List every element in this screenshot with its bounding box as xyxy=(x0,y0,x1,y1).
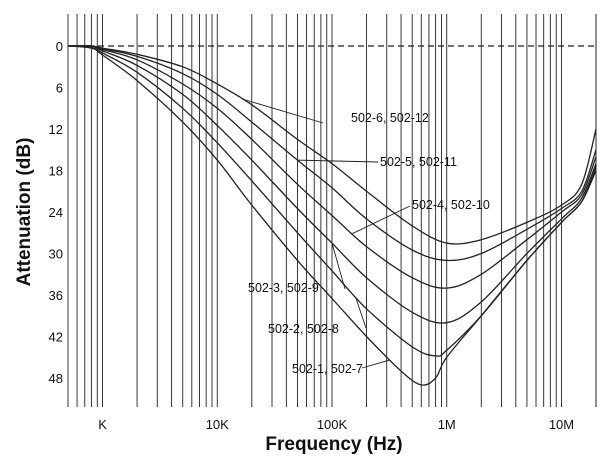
series-label: 502-3, 502-9 xyxy=(248,281,319,295)
x-axis-ticks: K 10K 100K 1M 10M xyxy=(98,417,574,432)
y-tick-label: 0 xyxy=(56,39,63,54)
series-line xyxy=(67,45,597,245)
callout-leader xyxy=(352,205,411,235)
callout-leader xyxy=(331,243,346,290)
x-tick-label: K xyxy=(98,417,107,432)
y-tick-label: 6 xyxy=(56,81,63,96)
series-label: 502-2, 502-8 xyxy=(268,322,339,336)
series-line xyxy=(67,45,597,386)
x-tick-label: 100K xyxy=(317,417,348,432)
series-line xyxy=(67,45,597,262)
curve-callouts: 502-6, 502-12 502-5, 502-11 502-4, 502-10 5… xyxy=(242,98,490,376)
y-axis-ticks: 0 6 12 18 24 30 36 42 48 xyxy=(49,39,63,386)
series-line xyxy=(67,44,597,324)
x-tick-label: 10M xyxy=(549,417,574,432)
callout-leader xyxy=(242,98,324,124)
callout-leader xyxy=(361,359,391,369)
callout-leader xyxy=(297,159,379,163)
y-tick-label: 18 xyxy=(49,164,63,179)
vertical-gridlines xyxy=(67,14,597,407)
series-label: 502-6, 502-12 xyxy=(351,111,429,125)
y-tick-label: 42 xyxy=(49,330,63,345)
series-label: 502-4, 502-10 xyxy=(412,198,490,212)
x-tick-label: 10K xyxy=(206,417,229,432)
attenuation-curves xyxy=(67,44,597,386)
x-axis-title: Frequency (Hz) xyxy=(265,434,402,455)
x-tick-label: 1M xyxy=(438,417,456,432)
series-label: 502-5, 502-11 xyxy=(380,155,457,169)
series-line xyxy=(67,45,597,289)
y-tick-label: 30 xyxy=(49,247,63,262)
y-tick-label: 24 xyxy=(49,205,63,220)
y-tick-label: 48 xyxy=(49,371,63,386)
callout-leader xyxy=(354,296,367,329)
y-tick-label: 12 xyxy=(49,122,63,137)
series-label: 502-1, 502-7 xyxy=(292,362,363,376)
y-tick-label: 36 xyxy=(49,288,63,303)
y-axis-title: Attenuation (dB) xyxy=(14,138,35,287)
